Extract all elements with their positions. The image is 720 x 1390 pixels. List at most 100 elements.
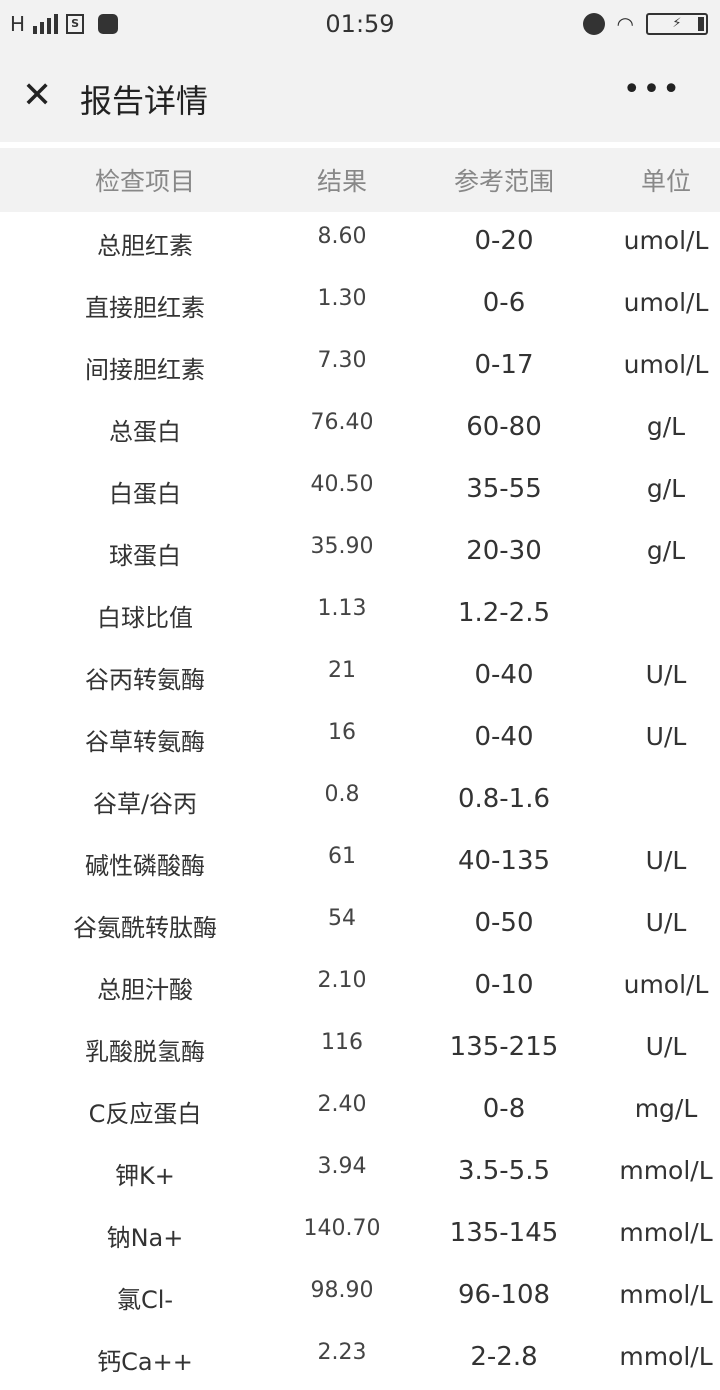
table-row: 球蛋白 35.90 20-30 g/L bbox=[0, 522, 720, 584]
table-row: 谷丙转氨酶 21 0-40 U/L bbox=[0, 646, 720, 708]
reference-range: 0-40 bbox=[474, 722, 534, 752]
result-value: 2.10 bbox=[317, 968, 367, 993]
sim-s-icon: S bbox=[66, 14, 85, 34]
table-row: 钙Ca++ 2.23 2-2.8 mmol/L bbox=[0, 1328, 720, 1390]
battery-charging-icon: ⚡ bbox=[646, 13, 708, 35]
reference-range: 96-108 bbox=[457, 1280, 551, 1310]
item-name: 钠Na+ bbox=[106, 1224, 184, 1252]
item-name: 钙Ca++ bbox=[97, 1348, 193, 1376]
result-value: 16 bbox=[328, 720, 356, 745]
result-value: 40.50 bbox=[310, 472, 374, 497]
result-value: 2.40 bbox=[317, 1092, 367, 1117]
table-row: 总胆红素 8.60 0-20 umol/L bbox=[0, 212, 720, 274]
reference-range: 135-145 bbox=[449, 1218, 559, 1248]
result-value: 116 bbox=[321, 1030, 363, 1055]
table-row: 氯Cl- 98.90 96-108 mmol/L bbox=[0, 1266, 720, 1328]
unit: U/L bbox=[645, 908, 687, 937]
signal-icon bbox=[33, 14, 59, 34]
data-warning-icon bbox=[98, 14, 119, 34]
result-value: 3.94 bbox=[317, 1154, 367, 1179]
item-name: 谷丙转氨酶 bbox=[85, 666, 205, 694]
unit: mmol/L bbox=[619, 1280, 713, 1309]
table-row: 碱性磷酸酶 61 40-135 U/L bbox=[0, 832, 720, 894]
table-row: 白蛋白 40.50 35-55 g/L bbox=[0, 460, 720, 522]
more-icon[interactable]: ••• bbox=[622, 72, 682, 107]
reference-range: 20-30 bbox=[466, 536, 542, 566]
wifi-icon: ◠ bbox=[616, 12, 634, 36]
status-bar: H S 01:59 ◠ ⚡ bbox=[0, 0, 720, 50]
table-row: 谷草转氨酶 16 0-40 U/L bbox=[0, 708, 720, 770]
unit: umol/L bbox=[623, 288, 709, 317]
unit: mmol/L bbox=[619, 1218, 713, 1247]
item-name: 乳酸脱氢酶 bbox=[85, 1038, 205, 1066]
reference-range: 0-10 bbox=[474, 970, 534, 1000]
table-row: 总胆汁酸 2.10 0-10 umol/L bbox=[0, 956, 720, 1018]
header-unit: 单位 bbox=[640, 167, 691, 196]
result-value: 140.70 bbox=[303, 1216, 381, 1241]
unit: U/L bbox=[645, 846, 687, 875]
reference-range: 1.2-2.5 bbox=[457, 598, 551, 628]
table-row: 直接胆红素 1.30 0-6 umol/L bbox=[0, 274, 720, 336]
item-name: 总胆红素 bbox=[97, 232, 193, 260]
table-row: 钾K+ 3.94 3.5-5.5 mmol/L bbox=[0, 1142, 720, 1204]
unit: g/L bbox=[646, 474, 686, 503]
unit: umol/L bbox=[623, 970, 709, 999]
reference-range: 35-55 bbox=[466, 474, 542, 504]
unit: mmol/L bbox=[619, 1156, 713, 1185]
unit: umol/L bbox=[623, 226, 709, 255]
unit: mg/L bbox=[634, 1094, 698, 1123]
item-name: 谷草转氨酶 bbox=[85, 728, 205, 756]
result-value: 54 bbox=[328, 906, 356, 931]
item-name: 谷氨酰转肽酶 bbox=[73, 914, 217, 942]
unit: g/L bbox=[646, 412, 686, 441]
reference-range: 2-2.8 bbox=[470, 1342, 538, 1372]
reference-range: 40-135 bbox=[457, 846, 551, 876]
clock: 01:59 bbox=[325, 10, 395, 38]
result-value: 8.60 bbox=[317, 224, 367, 249]
unit: U/L bbox=[645, 1032, 687, 1061]
nav-bar: ✕ 报告详情 ••• bbox=[0, 50, 720, 145]
result-value: 35.90 bbox=[310, 534, 374, 559]
item-name: 间接胆红素 bbox=[85, 356, 205, 384]
item-name: 总胆汁酸 bbox=[97, 976, 193, 1004]
item-name: C反应蛋白 bbox=[88, 1100, 202, 1128]
reference-range: 3.5-5.5 bbox=[457, 1156, 551, 1186]
unit: U/L bbox=[645, 722, 687, 751]
table-row: 乳酸脱氢酶 116 135-215 U/L bbox=[0, 1018, 720, 1080]
reference-range: 0-40 bbox=[474, 660, 534, 690]
alarm-icon bbox=[582, 13, 605, 35]
result-value: 1.30 bbox=[317, 286, 367, 311]
item-name: 谷草/谷丙 bbox=[92, 790, 198, 818]
result-value: 2.23 bbox=[317, 1340, 367, 1365]
reference-range: 0-17 bbox=[474, 350, 534, 380]
reference-range: 0-6 bbox=[482, 288, 526, 318]
header-range: 参考范围 bbox=[453, 167, 554, 196]
table-header: 检查项目 结果 参考范围 单位 bbox=[0, 148, 720, 212]
unit: mmol/L bbox=[619, 1342, 713, 1371]
item-name: 白蛋白 bbox=[109, 480, 181, 508]
result-value: 61 bbox=[328, 844, 356, 869]
reference-range: 0-50 bbox=[474, 908, 534, 938]
reference-range: 135-215 bbox=[449, 1032, 559, 1062]
item-name: 碱性磷酸酶 bbox=[85, 852, 205, 880]
result-value: 98.90 bbox=[310, 1278, 374, 1303]
table-row: 谷草/谷丙 0.8 0.8-1.6 bbox=[0, 770, 720, 832]
unit: umol/L bbox=[623, 350, 709, 379]
reference-range: 60-80 bbox=[466, 412, 542, 442]
unit: g/L bbox=[646, 536, 686, 565]
item-name: 白球比值 bbox=[97, 604, 193, 632]
item-name: 总蛋白 bbox=[109, 418, 181, 446]
result-value: 1.13 bbox=[317, 596, 367, 621]
table-row: 白球比值 1.13 1.2-2.5 bbox=[0, 584, 720, 646]
table-row: 总蛋白 76.40 60-80 g/L bbox=[0, 398, 720, 460]
reference-range: 0.8-1.6 bbox=[457, 784, 551, 814]
table-row: C反应蛋白 2.40 0-8 mg/L bbox=[0, 1080, 720, 1142]
item-name: 球蛋白 bbox=[109, 542, 181, 570]
table-row: 钠Na+ 140.70 135-145 mmol/L bbox=[0, 1204, 720, 1266]
table-row: 间接胆红素 7.30 0-17 umol/L bbox=[0, 336, 720, 398]
result-value: 7.30 bbox=[317, 348, 367, 373]
reference-range: 0-20 bbox=[474, 226, 534, 256]
close-icon[interactable]: ✕ bbox=[22, 75, 53, 116]
item-name: 直接胆红素 bbox=[85, 294, 205, 322]
header-item: 检查项目 bbox=[94, 167, 195, 196]
